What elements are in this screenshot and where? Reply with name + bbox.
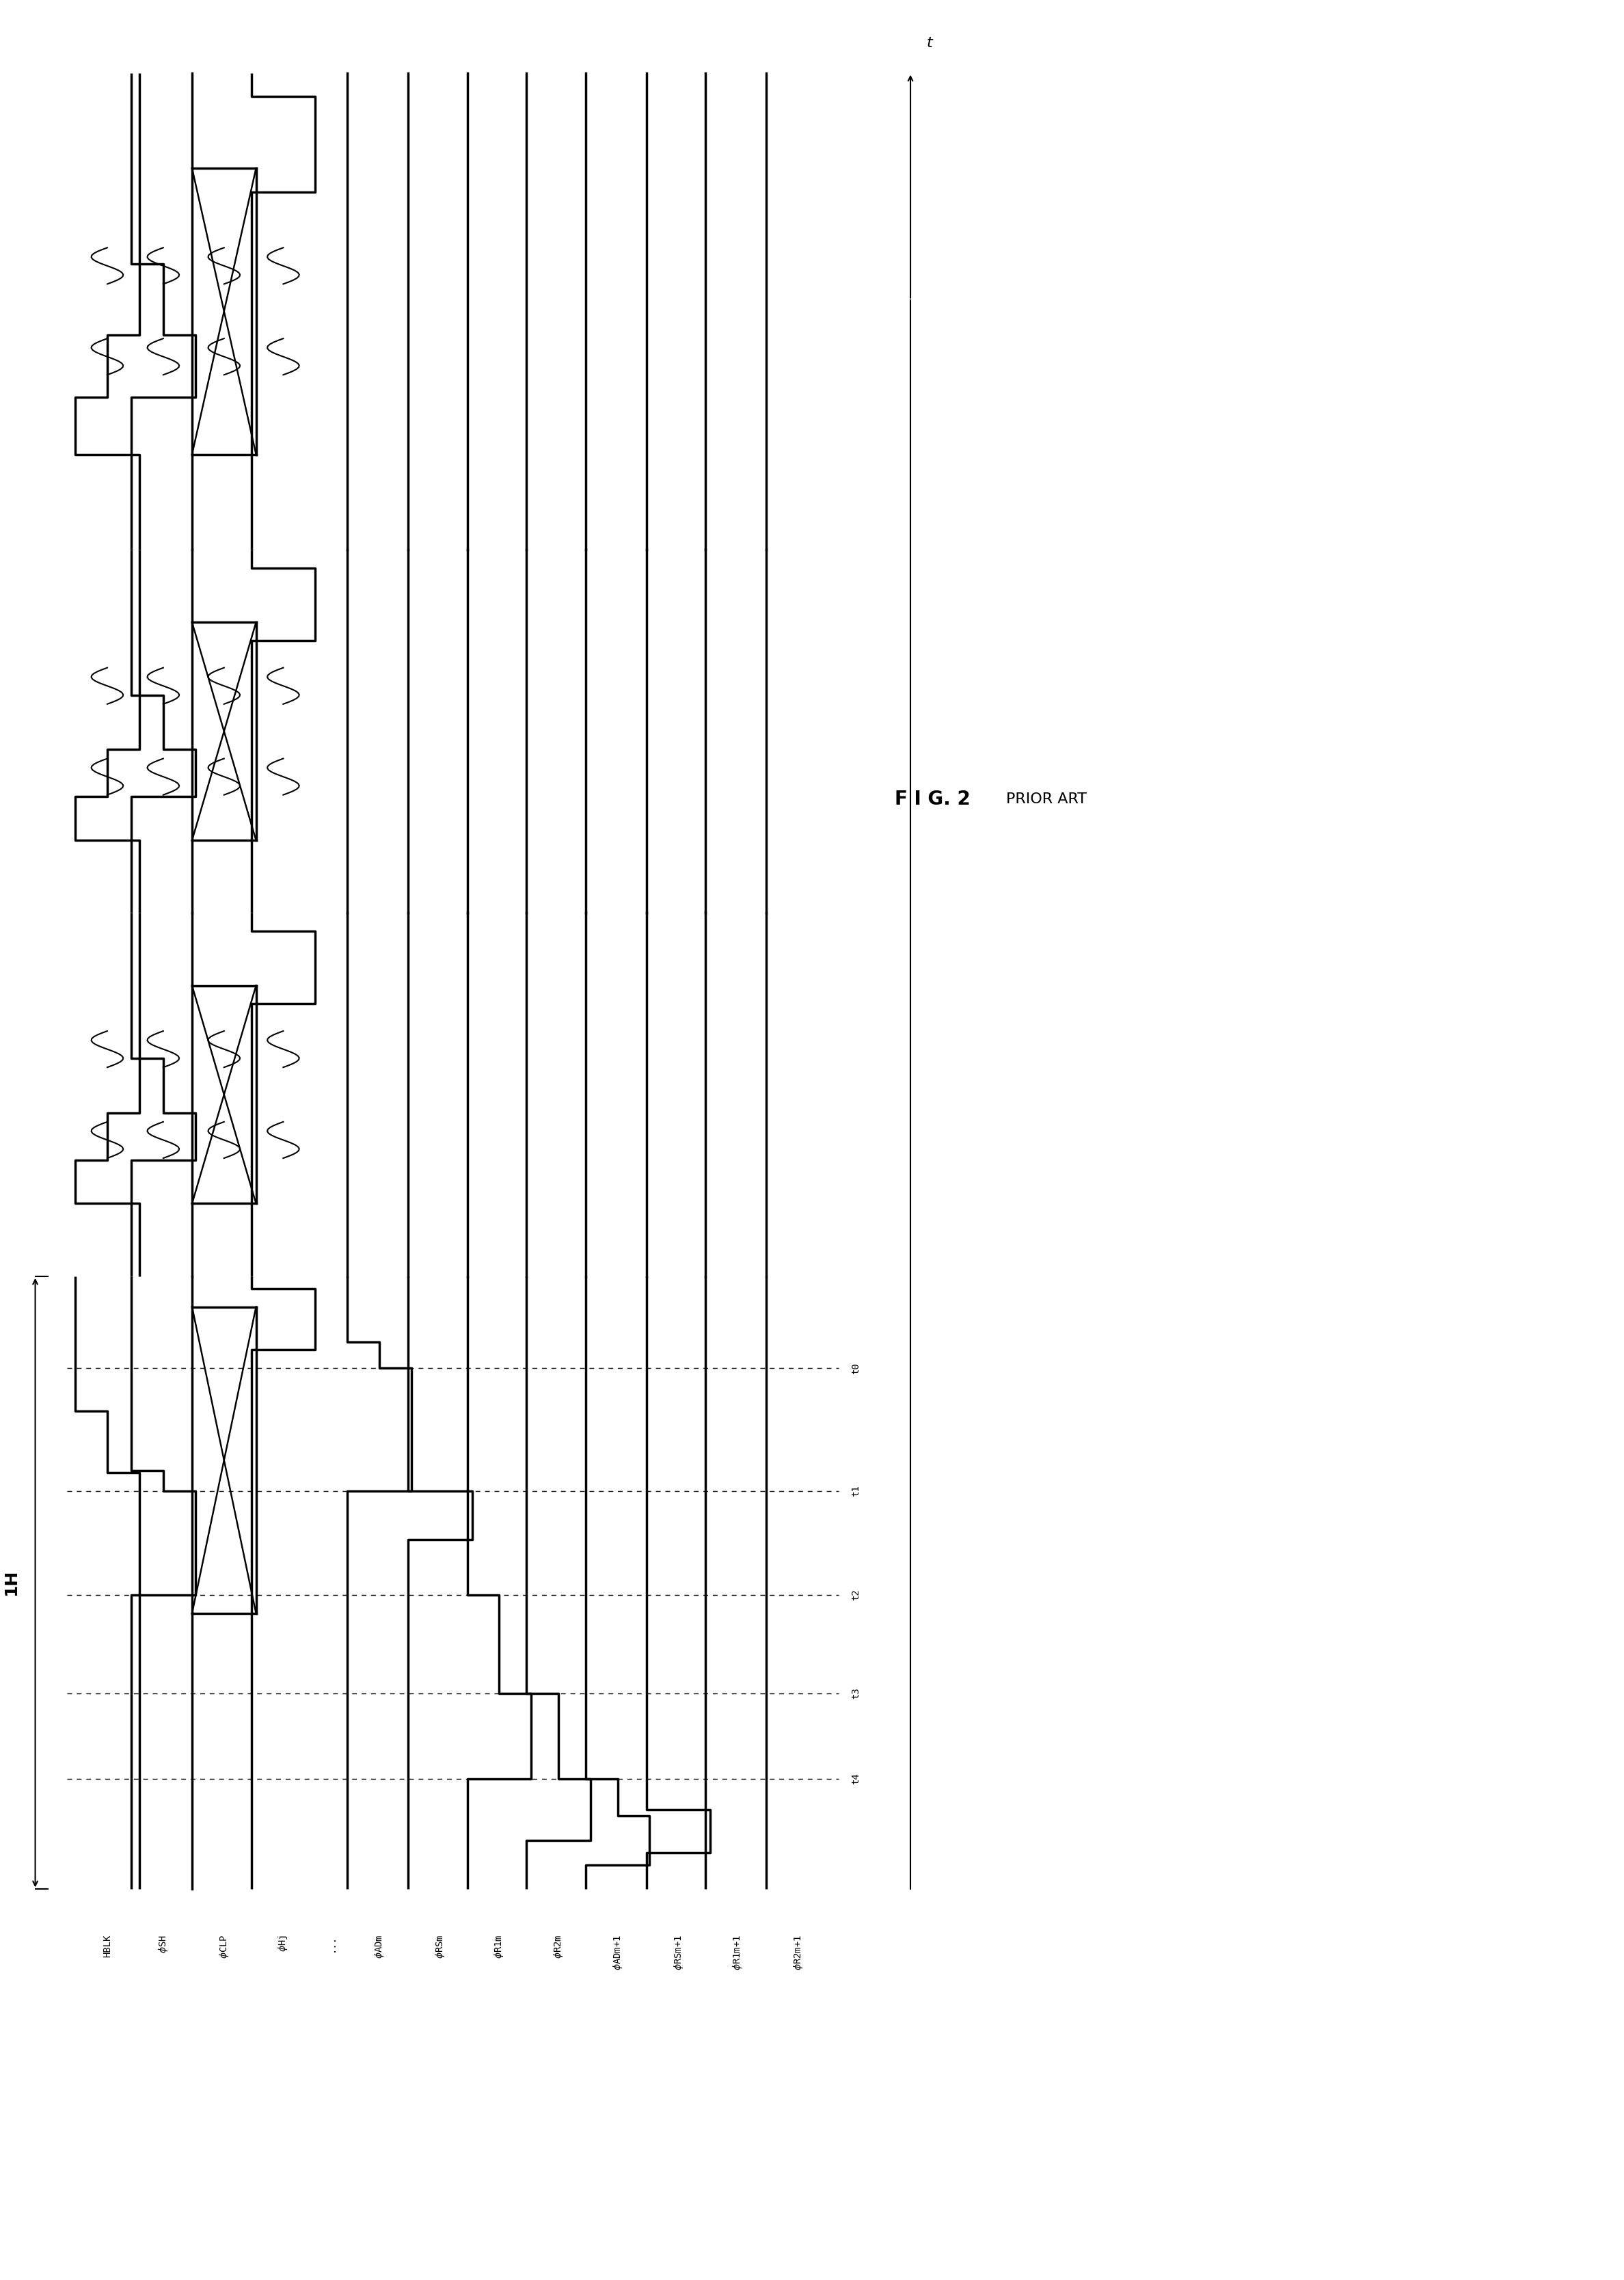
Text: $\phi$R2m: $\phi$R2m — [552, 1936, 565, 1959]
Text: t0: t0 — [851, 1363, 861, 1375]
Text: PRIOR ART: PRIOR ART — [1007, 793, 1086, 807]
Text: $\phi$R1m: $\phi$R1m — [494, 1936, 505, 1959]
Text: $\phi$CLP: $\phi$CLP — [218, 1936, 231, 1959]
Text: t1: t1 — [851, 1484, 861, 1496]
Text: $\phi$SH: $\phi$SH — [158, 1936, 169, 1954]
Text: $\phi$R2m+1: $\phi$R2m+1 — [793, 1936, 804, 1970]
Text: $\phi$ADm+1: $\phi$ADm+1 — [612, 1936, 624, 1970]
Text: HBLK: HBLK — [102, 1936, 112, 1959]
Text: t2: t2 — [851, 1589, 861, 1601]
Text: ...: ... — [326, 1936, 336, 1952]
Text: t4: t4 — [851, 1774, 861, 1785]
Text: $\phi$R1m+1: $\phi$R1m+1 — [731, 1936, 744, 1970]
Text: $\phi$ADm: $\phi$ADm — [374, 1936, 385, 1959]
Text: $\phi$RSm+1: $\phi$RSm+1 — [672, 1936, 685, 1970]
Text: 1H: 1H — [3, 1569, 19, 1596]
Text: t3: t3 — [851, 1687, 861, 1699]
Text: t: t — [926, 36, 932, 50]
Text: F I G. 2: F I G. 2 — [895, 789, 970, 809]
Text: $\phi$RSm: $\phi$RSm — [434, 1936, 447, 1959]
Text: $\phi$Hj: $\phi$Hj — [278, 1936, 289, 1952]
